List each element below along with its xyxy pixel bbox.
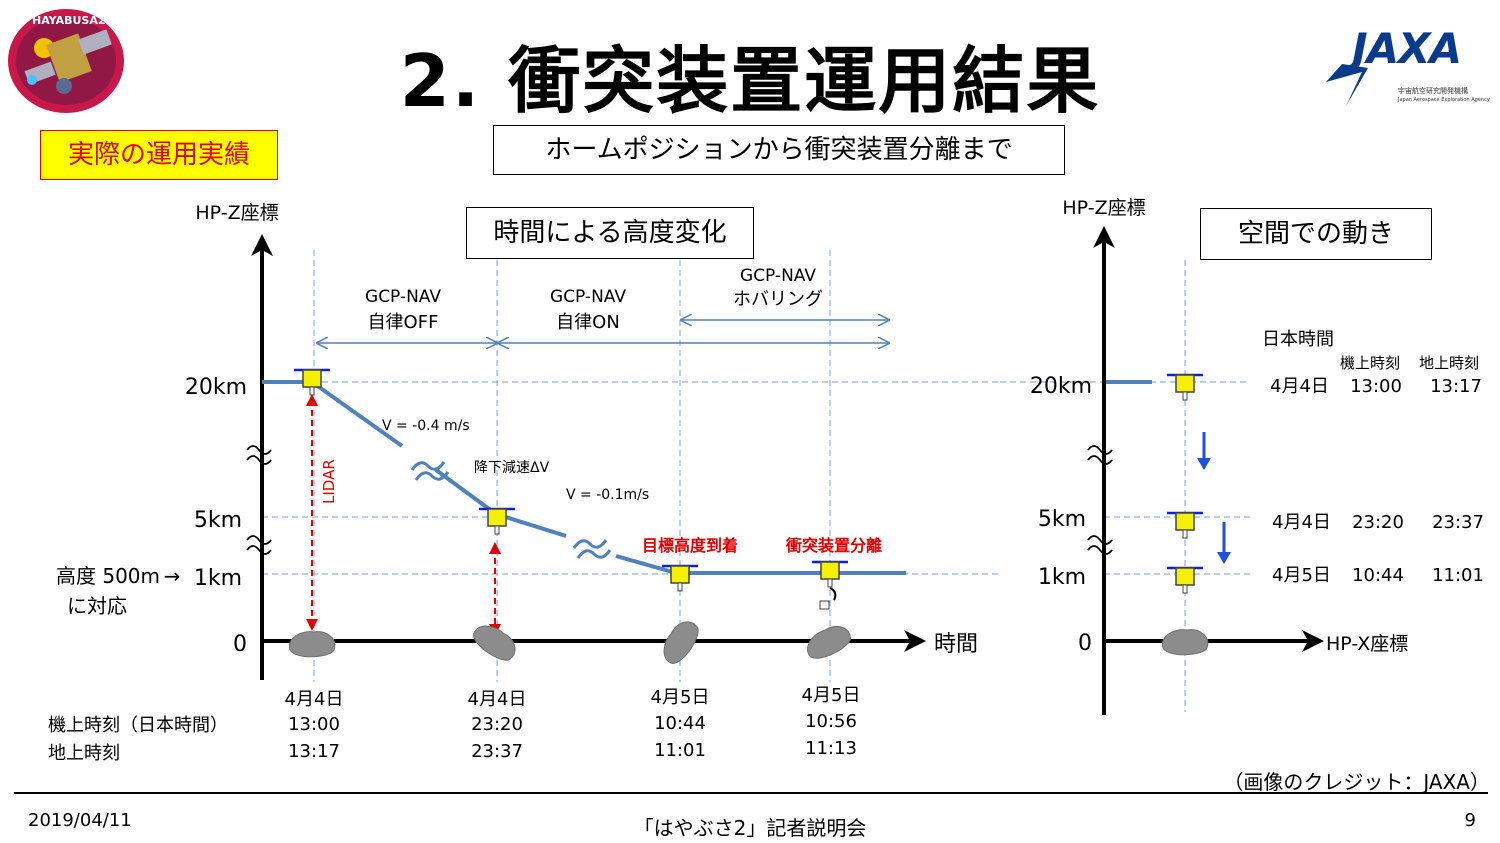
- right-row2-ground: 23:37: [1432, 512, 1484, 533]
- right-row3-ground: 11:01: [1432, 565, 1484, 586]
- left-panel-title: 時間による高度変化: [466, 207, 754, 259]
- event4-onboard: 10:56: [805, 711, 857, 732]
- y-tick-1km: 1km: [194, 566, 242, 591]
- lidar-label: LIDAR: [320, 459, 338, 504]
- right-row3-date: 4月5日: [1272, 565, 1331, 586]
- decel-dv: 降下減速ΔV: [474, 459, 550, 476]
- time-row2-label: 地上時刻: [48, 743, 120, 764]
- event4-date: 4月5日: [802, 685, 861, 706]
- y-tick-20km: 20km: [185, 375, 247, 400]
- jaxa-logo: JAXA 宇宙航空研究開発機構 Japan Aerospace Explorat…: [1322, 20, 1490, 110]
- asteroid-icon: [288, 631, 336, 658]
- phase2-line2: 自律ON: [556, 312, 620, 333]
- asteroid-icon: [468, 618, 522, 667]
- velocity-2: V = -0.1m/s: [566, 487, 649, 503]
- right-y-axis-label: HP-Z座標: [1062, 197, 1145, 219]
- onboard-col-header: 機上時刻: [1340, 354, 1400, 372]
- footer-event: 「はやぶさ2」記者説明会: [633, 816, 867, 840]
- right-x-axis-label: HP-X座標: [1326, 633, 1408, 655]
- right-panel-title: 空間での動き: [1200, 208, 1432, 260]
- mission-logo: HAYABUSA2: [6, 8, 126, 114]
- event1-onboard: 13:00: [288, 714, 340, 735]
- event1-date: 4月4日: [285, 689, 344, 710]
- right-asteroid-icon: [1161, 629, 1209, 656]
- right-spacecraft-1km: [1165, 566, 1205, 595]
- event3-onboard: 10:44: [654, 713, 706, 734]
- mission-logo-text: HAYABUSA2: [32, 14, 106, 27]
- right-y-tick-20km: 20km: [1030, 374, 1092, 399]
- right-row2-date: 4月4日: [1272, 512, 1331, 533]
- right-spacecraft-20km: [1165, 373, 1205, 402]
- y-tick-5km: 5km: [194, 508, 242, 533]
- page-title: 2. 衝突装置運用結果: [399, 39, 1101, 123]
- y-tick-0: 0: [233, 632, 247, 657]
- jaxa-wordmark: JAXA: [1352, 24, 1462, 73]
- altitude-note-line1: 高度 500m: [56, 564, 160, 588]
- phase3-line1: GCP-NAV: [740, 266, 816, 286]
- x-axis-label: 時間: [934, 632, 978, 657]
- event2-onboard: 23:20: [471, 714, 523, 735]
- right-row1-date: 4月4日: [1270, 376, 1329, 397]
- phase3-line2: ホバリング: [733, 289, 823, 310]
- separation-path-icon: [829, 587, 837, 601]
- time-row1-label: 機上時刻（日本時間）: [48, 715, 228, 736]
- right-row1-onboard: 13:00: [1350, 376, 1402, 397]
- page-number: 9: [1464, 810, 1476, 831]
- altitude-note-line2: に対応: [67, 594, 127, 618]
- jaxa-subtitle-en: Japan Aerospace Exploration Agency: [1398, 97, 1490, 103]
- event3-ground: 11:01: [654, 740, 706, 761]
- footer-date: 2019/04/11: [28, 810, 132, 831]
- jst-header: 日本時間: [1262, 329, 1334, 350]
- event1-ground: 13:17: [288, 741, 340, 762]
- asteroid-icon: [801, 620, 855, 664]
- separation-label: 衝突装置分離: [785, 536, 882, 555]
- target-altitude-label: 目標高度到着: [642, 536, 738, 555]
- actual-results-badge: 実際の運用実績: [40, 130, 278, 180]
- phase2-line1: GCP-NAV: [550, 287, 626, 307]
- event4-ground: 11:13: [805, 738, 857, 759]
- subtitle-box: ホームポジションから衝突装置分離まで: [493, 125, 1065, 175]
- event2-ground: 23:37: [471, 741, 523, 762]
- y-axis-label: HP-Z座標: [195, 202, 278, 224]
- phase1-line1: GCP-NAV: [365, 287, 441, 307]
- right-row3-onboard: 10:44: [1352, 565, 1404, 586]
- right-y-tick-0: 0: [1078, 631, 1092, 656]
- altitude-arrow: →: [164, 564, 181, 588]
- footer-divider: [14, 792, 1488, 794]
- right-y-tick-5km: 5km: [1038, 507, 1086, 532]
- spacecraft-5km: [477, 507, 517, 536]
- velocity-1: V = -0.4 m/s: [382, 418, 470, 434]
- image-credit: （画像のクレジット：JAXA）: [1223, 770, 1490, 794]
- right-row2-onboard: 23:20: [1352, 512, 1404, 533]
- ground-col-header: 地上時刻: [1419, 354, 1479, 372]
- impactor-icon: [819, 600, 830, 610]
- right-row1-ground: 13:17: [1430, 376, 1482, 397]
- jaxa-subtitle: 宇宙航空研究開発機構: [1398, 87, 1468, 95]
- right-y-tick-1km: 1km: [1038, 565, 1086, 590]
- phase1-line2: 自律OFF: [368, 312, 439, 333]
- event2-date: 4月4日: [468, 689, 527, 710]
- event3-date: 4月5日: [651, 687, 710, 708]
